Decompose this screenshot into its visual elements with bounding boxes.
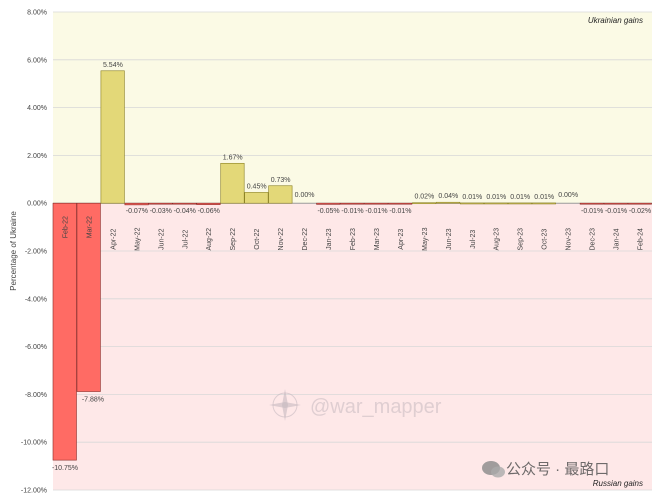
ukrainian-gains-label: Ukrainian gains — [588, 16, 643, 25]
bar-nov-22 — [268, 185, 293, 204]
data-label: 0.04% — [438, 193, 458, 200]
bar-oct-23 — [531, 202, 556, 205]
bar-jun-22 — [148, 202, 173, 205]
data-label: -0.01% — [581, 208, 603, 215]
x-tick-label: Jul-23 — [470, 230, 477, 249]
x-tick-label: Jan-23 — [326, 228, 333, 250]
bar-dec-23 — [579, 202, 604, 205]
x-tick-label: Apr-22 — [110, 229, 117, 250]
x-tick-label: May-23 — [422, 227, 429, 250]
x-tick-label: Dec-22 — [302, 228, 309, 251]
bar-jan-24 — [603, 202, 628, 205]
x-tick-label: Aug-23 — [494, 228, 501, 251]
x-tick-labels: Feb-22 Mar-22 Apr-22 May-22 Jun-22 Jul-22 Aug-… — [62, 216, 644, 251]
data-label: 0.00% — [295, 192, 315, 199]
data-label: -7.88% — [82, 397, 104, 404]
x-tick-label: Sep-23 — [518, 228, 525, 251]
data-label: 5.54% — [103, 62, 123, 69]
y-tick-label: 8.00% — [27, 10, 47, 17]
y-tick-label: -2.00% — [25, 249, 47, 256]
x-tick-label: Mar-22 — [86, 216, 93, 238]
bar-aug-23 — [483, 202, 509, 205]
y-tick-label: 4.00% — [27, 105, 47, 112]
x-tick-label: Dec-23 — [590, 228, 597, 251]
russian-gains-label: Russian gains — [593, 479, 643, 488]
y-axis-title: Percentage of Ukraine — [9, 211, 18, 291]
bar-jan-23 — [316, 202, 341, 205]
data-label: 0.01% — [486, 194, 506, 201]
data-label: -0.04% — [174, 208, 196, 215]
wechat-icon — [482, 461, 505, 478]
x-tick-label: Jun-22 — [158, 228, 165, 250]
x-tick-label: Feb-24 — [638, 228, 645, 250]
data-label: 0.01% — [534, 194, 554, 201]
bar-feb-22 — [52, 202, 77, 461]
y-tick-label: -8.00% — [25, 392, 47, 399]
y-tick-label: 2.00% — [27, 153, 47, 160]
x-tick-label: Jul-22 — [182, 230, 189, 249]
data-label: 0.00% — [558, 192, 578, 199]
bars — [52, 70, 652, 461]
data-label: -0.07% — [126, 208, 148, 215]
y-tick-label: 6.00% — [27, 57, 47, 64]
data-label: 0.01% — [510, 194, 530, 201]
bar-mar-23 — [364, 202, 389, 205]
y-tick-label: -6.00% — [25, 344, 47, 351]
data-label: -0.03% — [150, 208, 172, 215]
x-tick-label: Sep-22 — [230, 228, 237, 251]
compass-rose-icon — [269, 389, 301, 421]
bar-jun-23 — [436, 201, 461, 204]
social-watermark: 公众号 · 最路口 — [482, 461, 609, 478]
x-tick-label: May-22 — [134, 227, 141, 250]
x-tick-label: Jun-23 — [446, 228, 453, 250]
data-label: -10.75% — [52, 465, 78, 472]
y-tick-label: -10.00% — [21, 440, 47, 447]
data-label: 0.45% — [247, 183, 267, 190]
data-labels: -10.75%-7.88%5.54%-0.07% -0.03% -0.04% -0.0… — [52, 62, 651, 472]
bar-feb-24 — [627, 202, 652, 205]
x-tick-label: Jan-24 — [614, 228, 621, 250]
bar-jul-22 — [172, 202, 197, 205]
bar-sep-22 — [220, 162, 245, 204]
x-tick-label: Nov-23 — [566, 228, 573, 251]
data-label: 0.73% — [271, 177, 291, 184]
watermark-text: @war_mapper — [310, 396, 442, 418]
y-tick-label: 0.00% — [27, 201, 47, 208]
x-tick-label: Aug-22 — [206, 228, 213, 251]
bar-apr-23 — [388, 202, 413, 205]
x-tick-label: Feb-22 — [62, 216, 69, 238]
data-label: -0.01% — [365, 208, 387, 215]
bar-feb-23 — [340, 202, 365, 205]
x-tick-label: Nov-22 — [278, 228, 285, 251]
data-label: 0.01% — [462, 194, 482, 201]
watermark: @war_mapper — [269, 389, 442, 421]
bar-mar-22 — [76, 202, 101, 392]
x-tick-label: Feb-23 — [350, 228, 357, 250]
bar-apr-22 — [100, 70, 125, 204]
data-label: -0.01% — [341, 208, 363, 215]
x-tick-label: Oct-22 — [254, 229, 261, 250]
x-tick-label: Mar-23 — [374, 228, 381, 250]
data-label: -0.02% — [629, 208, 651, 215]
bar-aug-22 — [196, 202, 221, 205]
y-tick-label: -12.00% — [21, 488, 47, 495]
y-tick-labels: -12.00% -10.00% -8.00% -6.00% -4.00% -2.00% 0.… — [21, 10, 47, 495]
x-tick-label: Oct-23 — [542, 229, 549, 250]
y-tick-label: -4.00% — [25, 296, 47, 303]
x-tick-label: Apr-23 — [398, 229, 405, 250]
bar-may-23 — [412, 202, 437, 205]
data-label: -0.01% — [605, 208, 627, 215]
data-label: 0.02% — [414, 194, 434, 201]
bar-may-22 — [124, 202, 149, 206]
social-watermark-text: 公众号 · 最路口 — [506, 461, 609, 478]
data-label: 1.67% — [223, 154, 243, 161]
data-label: -0.05% — [317, 208, 339, 215]
data-label: -0.01% — [389, 208, 411, 215]
data-label: -0.06% — [198, 208, 220, 215]
bar-oct-22 — [244, 192, 269, 204]
bar-jul-23 — [460, 202, 485, 205]
bar-sep-23 — [507, 202, 532, 205]
